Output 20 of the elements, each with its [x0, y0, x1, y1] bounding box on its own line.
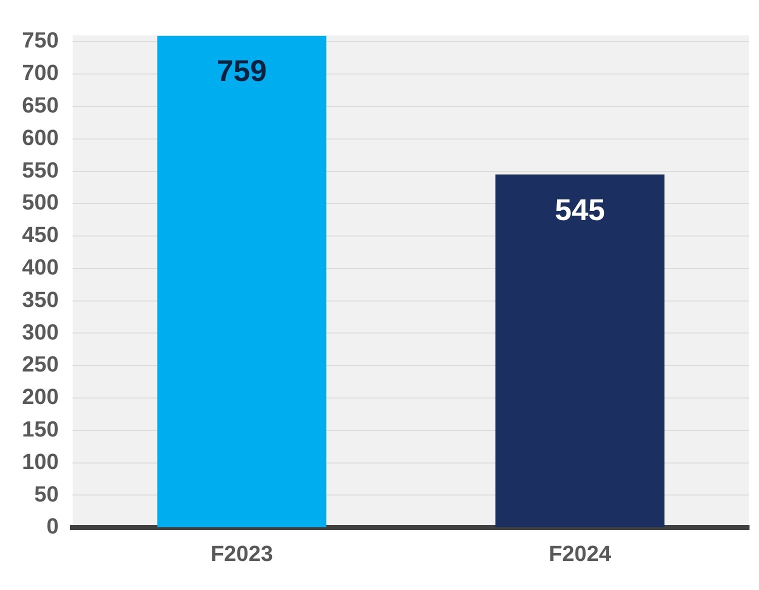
data-label: 759 [216, 55, 267, 88]
y-tick-label: 250 [22, 352, 59, 377]
y-tick-label: 650 [22, 92, 59, 118]
y-tick-label: 500 [22, 190, 59, 215]
y-tick-label: 50 [34, 481, 59, 506]
y-tick-label: 0 [46, 514, 59, 539]
y-tick-label: 350 [22, 286, 59, 312]
y-tick-label: 200 [22, 384, 59, 410]
y-tick-label: 450 [22, 222, 59, 248]
y-tick-label: 700 [22, 60, 59, 86]
y-tick-label: 600 [22, 124, 59, 150]
y-tick-label: 400 [22, 254, 59, 280]
y-tick-label: 150 [22, 416, 59, 442]
x-tick-label: F2024 [548, 540, 612, 566]
y-tick-label: 100 [22, 448, 59, 474]
y-tick-label: 750 [22, 28, 59, 53]
x-tick-label: F2023 [210, 540, 273, 566]
y-tick-label: 550 [22, 157, 59, 182]
data-label: 545 [554, 194, 605, 227]
y-tick-label: 300 [22, 319, 59, 344]
